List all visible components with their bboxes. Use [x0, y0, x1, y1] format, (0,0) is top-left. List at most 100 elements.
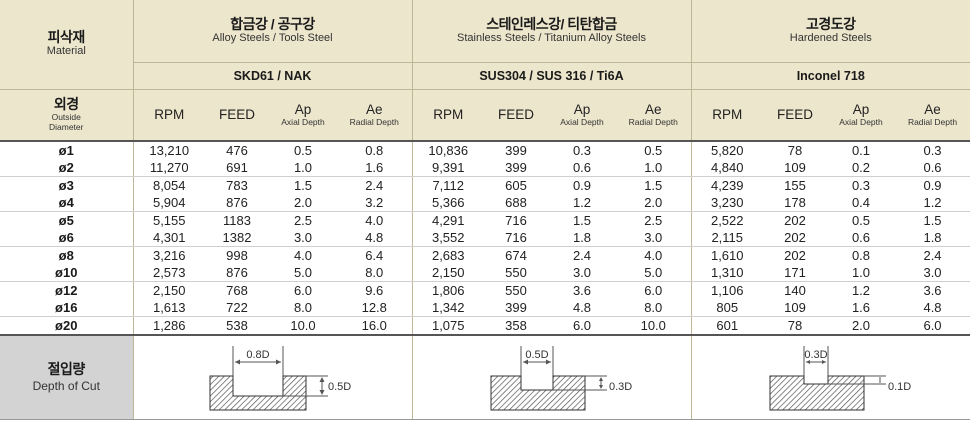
ae-cell: 0.8 — [365, 143, 384, 158]
ap-cell: 2.4 — [572, 248, 592, 263]
ae-cell: 10.0 — [640, 318, 666, 333]
group-header-alloy: 합금강 / 공구강 Alloy Steels / Tools Steel — [132, 0, 412, 63]
grade-label: Inconel 718 — [690, 62, 970, 90]
ap-label: Ap — [852, 102, 870, 118]
ae-cell: 5.0 — [616, 264, 691, 282]
rpm-cell: 4,291 — [411, 211, 484, 229]
feed-header: FEED — [205, 89, 269, 142]
material-header: 피삭재 Material — [0, 0, 133, 90]
depth-height-label: 0.3D — [609, 381, 632, 393]
ae-cell: 3.6 — [923, 283, 942, 298]
ap-cell: 4.0 — [293, 248, 313, 263]
table-row: ø1 13,210 476 0.5 0.8 10,836 399 0.3 0.5 5,820 78 0… — [0, 141, 970, 159]
rpm-cell: 3,552 — [411, 229, 484, 247]
depth-of-cut-diagram: 0.5D 0.3D — [490, 346, 632, 411]
table-row: ø10 2,573 876 5.0 8.0 2,150 550 3.0 5.0 1,310 171 1… — [0, 264, 970, 282]
rpm-cell: 1,610 — [690, 246, 763, 264]
feed-cell: 550 — [505, 283, 527, 298]
rpm-cell: 1,106 — [690, 281, 763, 299]
feed-cell: 876 — [205, 194, 269, 212]
ap-cell: 1.2 — [548, 194, 616, 212]
feed-cell: 722 — [205, 299, 269, 317]
ap-cell: 6.0 — [572, 318, 592, 333]
rpm-header: RPM — [132, 89, 205, 142]
ap-header: Ap Axial Depth — [548, 89, 616, 142]
feed-cell: 358 — [505, 318, 527, 333]
rpm-cell: 4,840 — [690, 159, 763, 177]
feed-cell: 716 — [484, 229, 548, 247]
rpm-cell: 1,075 — [411, 316, 484, 335]
ae-header: Ae Radial Depth — [616, 89, 691, 142]
feed-cell: 109 — [763, 159, 827, 177]
rpm-cell: 1,806 — [411, 281, 484, 299]
ap-header: Ap Axial Depth — [827, 89, 895, 142]
feed-cell: 399 — [505, 143, 527, 158]
ap-cell: 0.6 — [548, 159, 616, 177]
ae-cell: 2.5 — [644, 213, 663, 228]
ae-cell: 0.9 — [923, 178, 942, 193]
depth-of-cut-label: 절입량 Depth of Cut — [0, 334, 133, 420]
ap-cell: 0.5 — [293, 143, 313, 158]
ae-sublabel: Radial Depth — [628, 117, 678, 128]
ae-label: Ae — [365, 102, 383, 118]
rpm-cell: 3,216 — [132, 246, 205, 264]
depth-figure-hardened: 0.3D 0.1D — [690, 334, 970, 420]
ap-cell: 0.9 — [572, 178, 592, 193]
ap-label: Ap — [573, 102, 591, 118]
diameter-header-en: Diameter — [49, 122, 84, 133]
material-header-en: Material — [46, 45, 86, 58]
feed-cell: 691 — [205, 159, 269, 177]
feed-header: FEED — [484, 89, 548, 142]
feed-cell: 674 — [505, 248, 527, 263]
ap-cell: 0.8 — [851, 248, 871, 263]
rpm-cell: 601 — [690, 316, 763, 335]
depth-width-label: 0.8D — [246, 349, 269, 361]
group-title-kr: 스테인레스강/ 티탄합금 — [486, 15, 617, 32]
feed-cell: 171 — [763, 264, 827, 282]
depth-of-cut-en: Depth of Cut — [32, 379, 100, 393]
ap-cell: 4.8 — [548, 299, 616, 317]
rpm-cell: 2,573 — [132, 264, 205, 282]
diameter-cell: ø3 — [58, 178, 74, 193]
ap-cell: 2.0 — [851, 318, 871, 333]
ap-cell: 3.0 — [269, 229, 337, 247]
feed-header: FEED — [763, 89, 827, 142]
depth-of-cut-kr: 절입량 — [47, 361, 86, 377]
ap-cell: 10.0 — [290, 318, 316, 333]
feed-cell: 605 — [505, 178, 527, 193]
ap-header: Ap Axial Depth — [269, 89, 337, 142]
ap-cell: 0.3 — [851, 178, 871, 193]
ae-cell: 1.6 — [337, 159, 412, 177]
group-title-en: Stainless Steels / Titanium Alloy Steels — [457, 31, 646, 44]
diameter-cell: ø20 — [55, 318, 78, 333]
rpm-cell: 1,613 — [132, 299, 205, 317]
group-header-hardened: 고경도강 Hardened Steels — [690, 0, 970, 63]
ap-cell: 0.1 — [851, 143, 871, 158]
depth-height-label: 0.1D — [888, 381, 911, 393]
rpm-cell: 2,683 — [411, 246, 484, 264]
table-row: ø4 5,904 876 2.0 3.2 5,366 688 1.2 2.0 3,230 178 0.… — [0, 194, 970, 212]
rpm-cell: 5,904 — [132, 194, 205, 212]
feed-cell: 716 — [505, 213, 527, 228]
rpm-cell: 1,310 — [690, 264, 763, 282]
rpm-header: RPM — [411, 89, 484, 142]
rpm-cell: 1,286 — [132, 316, 205, 335]
ae-cell: 9.6 — [365, 283, 384, 298]
ae-cell: 3.2 — [337, 194, 412, 212]
ae-cell: 6.4 — [365, 248, 384, 263]
ae-cell: 8.0 — [337, 264, 412, 282]
feed-cell: 538 — [226, 318, 248, 333]
data-rows: ø1 13,210 476 0.5 0.8 10,836 399 0.3 0.5 5,820 78 0… — [0, 141, 970, 335]
ap-cell: 0.5 — [851, 213, 871, 228]
ap-sublabel: Axial Depth — [281, 117, 325, 128]
ap-cell: 1.6 — [827, 299, 895, 317]
cutting-conditions-table: 피삭재 Material 합금강 / 공구강 Alloy Steels / To… — [0, 0, 970, 420]
rpm-cell: 805 — [690, 299, 763, 317]
rpm-cell: 9,391 — [411, 159, 484, 177]
ae-cell: 8.0 — [616, 299, 691, 317]
feed-cell: 109 — [763, 299, 827, 317]
ap-cell: 1.0 — [827, 264, 895, 282]
ap-cell: 6.0 — [293, 283, 313, 298]
ap-cell: 1.0 — [269, 159, 337, 177]
feed-cell: 140 — [784, 283, 806, 298]
